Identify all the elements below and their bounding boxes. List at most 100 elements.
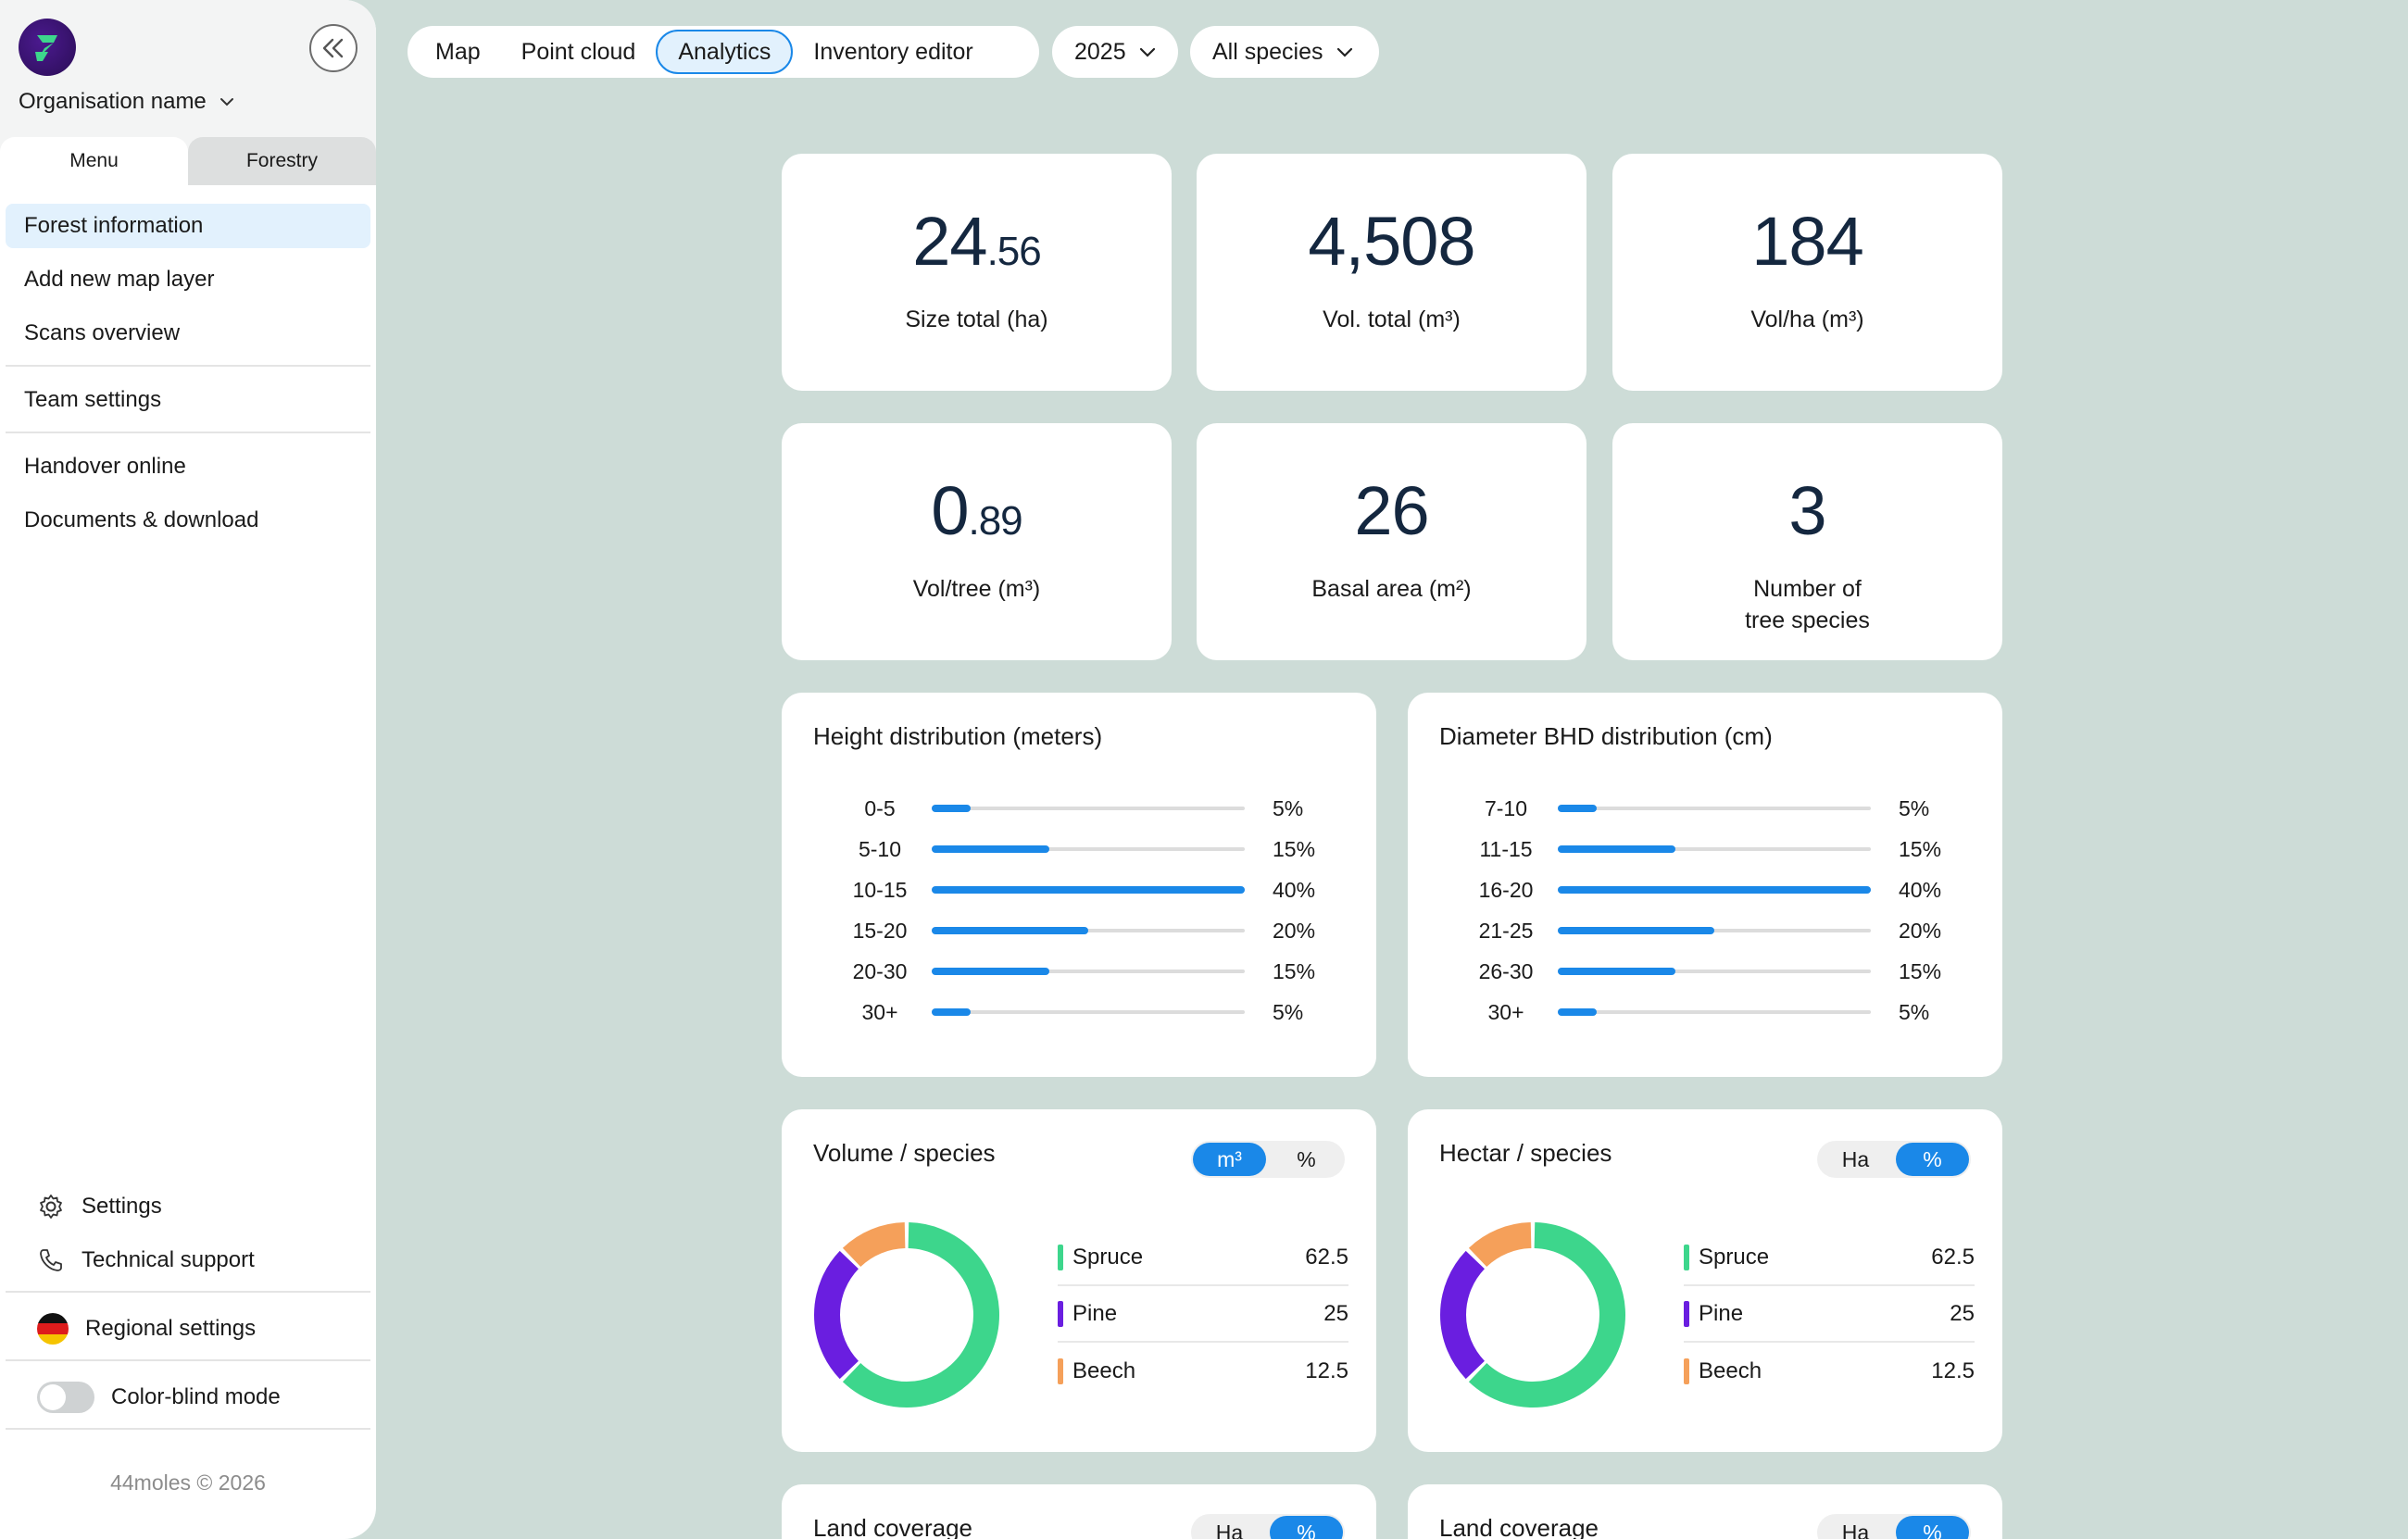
- distribution-bar-track: [1558, 968, 1871, 975]
- legend-row: Pine 25: [1684, 1286, 1975, 1343]
- settings-link[interactable]: Settings: [6, 1183, 370, 1230]
- distribution-percent: 5%: [1273, 795, 1304, 820]
- distribution-label: 7-10: [1484, 795, 1528, 820]
- species-dropdown[interactable]: All species: [1190, 26, 1379, 78]
- unit-option-ha[interactable]: Ha: [1215, 1520, 1244, 1539]
- tab-menu[interactable]: Menu: [0, 137, 188, 185]
- legend-row: Beech 12.5: [1684, 1343, 1975, 1399]
- technical-support-link[interactable]: Technical support: [6, 1237, 370, 1283]
- distribution-bar-track: [932, 805, 1245, 812]
- legend-row: Spruce 62.5: [1058, 1230, 1348, 1286]
- legend-value: 12.5: [1931, 1358, 1975, 1383]
- unit-option-ha[interactable]: Ha: [1841, 1146, 1870, 1171]
- distribution-label: 11-15: [1479, 836, 1533, 861]
- diameter-distribution-card: Diameter BHD distribution (cm) 7-10 5% 11-…: [1408, 693, 2002, 1077]
- sidebar-item-scans-overview[interactable]: Scans overview: [24, 320, 181, 345]
- donut-slice-pine[interactable]: [1440, 1250, 1486, 1380]
- unit-option-percent[interactable]: %: [1896, 1143, 1969, 1176]
- unit-toggle: m³ %: [1191, 1141, 1345, 1178]
- distribution-bar: [1558, 927, 1714, 934]
- color-blind-mode-row: Color-blind mode: [6, 1374, 370, 1420]
- legend-label: Beech: [1699, 1358, 1762, 1383]
- legend-name: Beech: [1058, 1358, 1135, 1384]
- donut-slice-spruce[interactable]: [842, 1222, 999, 1408]
- legend-name: Beech: [1684, 1358, 1762, 1384]
- unit-option-ha[interactable]: Ha: [1841, 1520, 1870, 1539]
- distribution-bar: [1558, 1008, 1598, 1016]
- sidebar-footer: Settings Technical support Regional sett…: [6, 1183, 370, 1443]
- distribution-percent: 20%: [1273, 918, 1316, 943]
- distribution-bar-track: [1558, 927, 1871, 934]
- species-legend: Spruce 62.5 Pine 25 Beech 12.5: [1684, 1230, 1975, 1399]
- kpi-label: Size total (ha): [905, 307, 1048, 332]
- unit-option-m3[interactable]: m³: [1193, 1143, 1266, 1176]
- app-logo-icon[interactable]: [19, 19, 76, 76]
- distribution-bar: [932, 1008, 972, 1016]
- legend-row: Beech 12.5: [1058, 1343, 1348, 1399]
- legend-value: 25: [1323, 1300, 1348, 1326]
- chevron-down-icon: [1139, 47, 1155, 57]
- unit-option-percent[interactable]: %: [1896, 1516, 1969, 1539]
- card-title: Height distribution (meters): [813, 722, 1103, 750]
- donut-slice-spruce[interactable]: [1468, 1222, 1625, 1408]
- sidebar-item-team-settings[interactable]: Team settings: [24, 387, 162, 412]
- collapse-sidebar-button[interactable]: [309, 24, 357, 72]
- card-title: Diameter BHD distribution (cm): [1439, 722, 1773, 750]
- tab-map[interactable]: Map: [435, 38, 481, 65]
- distribution-bar-track: [1558, 886, 1871, 894]
- donut-slice-pine[interactable]: [814, 1250, 859, 1380]
- kpi-volume-total: 4,508 Vol. total (m³): [1197, 154, 1587, 391]
- view-tabs: Map Point cloud Analytics Inventory edit…: [408, 26, 1039, 78]
- sidebar-item-handover-online[interactable]: Handover online: [24, 454, 186, 479]
- sidebar-item-forest-information[interactable]: Forest information: [6, 204, 370, 248]
- distribution-bar-track: [932, 968, 1245, 975]
- sidebar-item-add-map-layer[interactable]: Add new map layer: [24, 267, 215, 292]
- unit-option-percent[interactable]: %: [1297, 1146, 1316, 1171]
- distribution-bar: [932, 886, 1245, 894]
- donut-slice-beech[interactable]: [1468, 1222, 1532, 1268]
- distribution-row: 0-5 5%: [782, 795, 1376, 822]
- unit-option-percent[interactable]: %: [1270, 1516, 1343, 1539]
- menu-divider: [6, 365, 370, 367]
- legend-label: Pine: [1699, 1300, 1744, 1326]
- tab-analytics[interactable]: Analytics: [656, 30, 794, 74]
- regional-settings-label: Regional settings: [85, 1316, 257, 1341]
- distribution-bar: [932, 927, 1088, 934]
- sidebar-menu: Forest information Add new map layer Sca…: [0, 185, 376, 543]
- distribution-row: 11-15 15%: [1408, 835, 2002, 863]
- color-blind-label: Color-blind mode: [111, 1384, 281, 1409]
- sidebar-item-documents-download[interactable]: Documents & download: [24, 507, 259, 532]
- tab-point-cloud[interactable]: Point cloud: [520, 38, 636, 65]
- distribution-label: 5-10: [858, 836, 902, 861]
- distribution-bar-track: [1558, 1008, 1871, 1016]
- distribution-row: 30+ 5%: [1408, 998, 2002, 1026]
- distribution-bar: [1558, 845, 1675, 853]
- distribution-percent: 15%: [1273, 836, 1316, 861]
- distribution-bar: [1558, 805, 1598, 812]
- chevron-down-icon: [219, 98, 233, 106]
- double-chevron-left-icon: [322, 38, 344, 58]
- legend-row: Pine 25: [1058, 1286, 1348, 1343]
- chevron-down-icon: [1336, 47, 1352, 57]
- legend-color-marker: [1058, 1358, 1063, 1384]
- tab-inventory-editor[interactable]: Inventory editor: [813, 38, 973, 65]
- species-legend: Spruce 62.5 Pine 25 Beech 12.5: [1058, 1230, 1348, 1399]
- species-value: All species: [1212, 38, 1323, 65]
- regional-settings-link[interactable]: Regional settings: [6, 1306, 370, 1352]
- sidebar-tabs: Menu Forestry: [0, 137, 376, 185]
- tab-forestry[interactable]: Forestry: [188, 137, 376, 185]
- legend-label: Pine: [1072, 1300, 1118, 1326]
- organisation-selector[interactable]: Organisation name: [19, 89, 234, 115]
- distribution-label: 30+: [861, 999, 898, 1024]
- kpi-value: 24.56: [912, 203, 1041, 280]
- distribution-row: 5-10 15%: [782, 835, 1376, 863]
- donut-slice-beech[interactable]: [842, 1222, 906, 1268]
- sidebar: Organisation name Menu Forestry Forest i…: [0, 0, 376, 1539]
- legend-value: 62.5: [1931, 1244, 1975, 1270]
- card-title: Hectar / species: [1439, 1139, 1612, 1167]
- distribution-percent: 15%: [1899, 836, 1942, 861]
- color-blind-toggle[interactable]: [37, 1382, 94, 1413]
- year-dropdown[interactable]: 2025: [1052, 26, 1178, 78]
- distribution-bar-track: [1558, 845, 1871, 853]
- kpi-label: Vol. total (m³): [1323, 307, 1461, 332]
